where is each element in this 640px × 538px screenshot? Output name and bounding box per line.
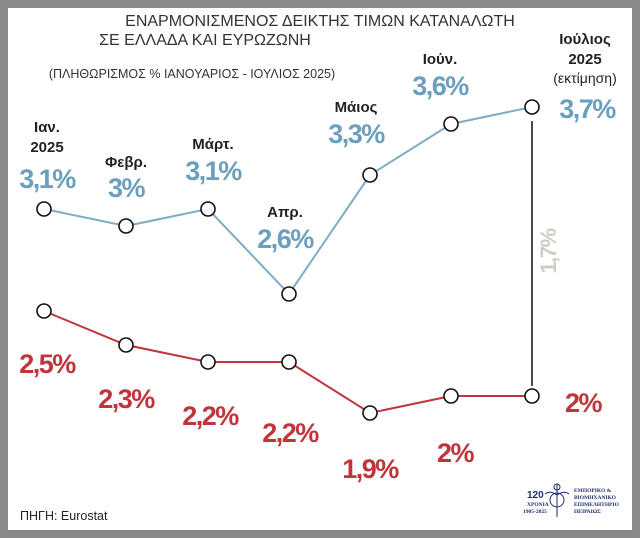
logo-years: 1905-2025 <box>523 509 547 515</box>
gap-label: 1,7% <box>536 228 561 273</box>
logo-org-line1: ΕΜΠΟΡΙΚΟ & <box>574 488 612 494</box>
logo-number: 120 <box>527 490 544 501</box>
logo-org-line4: ΠΕΙΡΑΙΩΣ <box>574 509 601 515</box>
data-label-eurozone: 2% <box>437 438 475 468</box>
data-label-greece: 3,6% <box>412 71 469 101</box>
data-label-greece: 3,7% <box>559 94 616 124</box>
x-tick-label: Φεβρ. <box>105 154 147 171</box>
x-tick-label: Ιαν. <box>34 119 60 136</box>
chamber-logo: 120 ΧΡΟΝΙΑ 1905-2025 ΕΜΠΟΡΙΚΟ & ΒΙΟΜΗΧΑΝ… <box>523 483 620 517</box>
chart-title-line1: ΕΝΑΡΜΟΝΙΣΜΕΝΟΣ ΔΕΙΚΤΗΣ ΤΙΜΩΝ ΚΑΤΑΝΑΛΩΤΗ <box>125 13 515 30</box>
source-note: ΠΗΓΗ: Eurostat <box>20 509 108 523</box>
data-label-eurozone: 2,2% <box>182 401 239 431</box>
data-point <box>36 201 52 217</box>
x-tick-label-year: 2025 <box>30 139 63 156</box>
data-label-greece: 3,3% <box>328 119 385 149</box>
chart-subtitle: (ΠΛΗΘΩΡΙΣΜΟΣ % ΙΑΝΟΥΑΡΙΟΣ - ΙΟΥΛΙΟΣ 2025… <box>49 67 335 81</box>
x-tick-label: Ιούλιος <box>559 31 611 48</box>
data-label-greece: 3,1% <box>185 156 242 186</box>
data-label-eurozone: 2,3% <box>98 384 155 414</box>
logo-org-line2: ΒΙΟΜΗΧΑΝΙΚΟ <box>574 495 617 501</box>
x-tick-label: Απρ. <box>267 204 303 221</box>
chart-frame <box>8 8 632 530</box>
data-point <box>36 303 52 319</box>
logo-org-line3: ΕΠΙΜΕΛΗΤΗΡΙΟ <box>574 502 620 508</box>
data-point <box>443 388 459 404</box>
data-point <box>443 116 459 132</box>
data-point <box>524 99 540 115</box>
data-point <box>362 405 378 421</box>
x-tick-label: Μάρτ. <box>192 136 233 153</box>
data-point <box>118 337 134 353</box>
data-label-eurozone: 2,5% <box>19 349 76 379</box>
data-label-greece: 2,6% <box>257 224 314 254</box>
data-point <box>200 201 216 217</box>
data-point <box>118 218 134 234</box>
x-tick-label: Μάιος <box>335 99 378 116</box>
data-point <box>281 354 297 370</box>
x-tick-label: Ιούν. <box>423 51 458 68</box>
data-label-eurozone: 2,2% <box>262 418 319 448</box>
data-label-eurozone: 1,9% <box>342 454 399 484</box>
data-label-greece: 3% <box>108 173 146 203</box>
data-point <box>200 354 216 370</box>
x-tick-label-note: (εκτίμηση) <box>553 70 617 86</box>
data-point <box>524 388 540 404</box>
logo-years-label: ΧΡΟΝΙΑ <box>527 502 549 508</box>
caduceus-emblem-icon <box>544 483 570 517</box>
data-point <box>281 286 297 302</box>
data-label-eurozone: 2% <box>565 388 603 418</box>
data-point <box>362 167 378 183</box>
x-tick-label-year: 2025 <box>568 51 601 68</box>
data-label-greece: 3,1% <box>19 164 76 194</box>
chart-title-line2: ΣΕ ΕΛΛΑΔΑ ΚΑΙ ΕΥΡΩΖΩΝΗ <box>99 32 311 49</box>
